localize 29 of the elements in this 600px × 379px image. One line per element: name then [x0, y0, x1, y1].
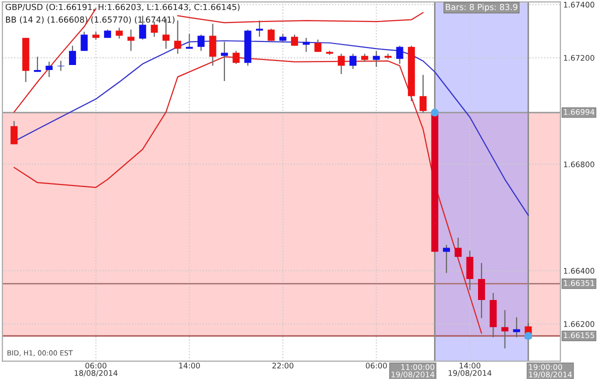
candlestick: [513, 316, 520, 338]
candlestick: [34, 56, 41, 72]
candlestick: [396, 45, 404, 64]
candlestick: [209, 23, 216, 66]
candlestick: [174, 20, 182, 54]
band-label: Bars: 8 Pips: 83.9: [446, 4, 518, 12]
candlestick: [10, 120, 18, 145]
candlestick: [442, 244, 450, 274]
candlestick: [69, 45, 76, 66]
candlestick: [46, 61, 53, 78]
candlestick: [116, 27, 123, 40]
candlestick: [80, 31, 88, 52]
candlestick: [127, 29, 134, 52]
candlestick: [220, 41, 228, 82]
candlestick: [198, 34, 205, 52]
candlestick: [268, 28, 275, 42]
candlestick: [314, 39, 322, 52]
candlestick: [478, 262, 486, 319]
chart-title: GBP/USD (O:1.66191, H:1.66203, L:1.66143, C:1.66145): [6, 4, 240, 12]
candlestick: [420, 74, 427, 114]
candlestick: [349, 53, 356, 70]
candlestick: [466, 250, 474, 291]
candlestick: [291, 34, 298, 46]
candlestick: [372, 50, 380, 68]
candlestick: [454, 237, 462, 258]
candlestick: [338, 53, 345, 75]
candlestick: [232, 50, 240, 64]
candlestick: [57, 60, 64, 72]
candlestick: [501, 310, 508, 349]
